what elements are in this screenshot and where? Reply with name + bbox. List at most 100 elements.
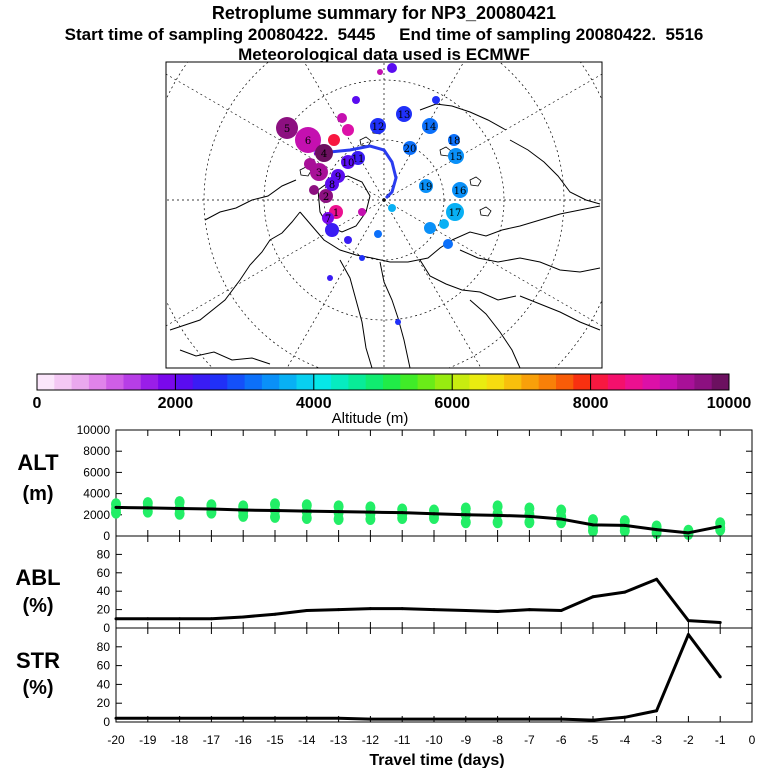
plume-point — [448, 148, 464, 164]
abl-data-point — [146, 617, 150, 621]
altitude-cluster-point — [174, 507, 185, 520]
subtitle-start: Start time of sampling 20080422. 5445 — [64, 25, 376, 44]
colorbar-swatch — [331, 374, 349, 390]
colorbar-swatch — [677, 374, 695, 390]
colorbar-swatch — [175, 374, 194, 390]
colorbar-swatch — [642, 374, 661, 390]
alt-data-point — [114, 505, 118, 509]
str-data-point — [464, 717, 468, 721]
colorbar-swatch — [573, 374, 592, 390]
colorbar-swatch — [469, 374, 488, 390]
colorbar-swatch — [659, 374, 678, 390]
altitude-cluster-point — [333, 513, 344, 526]
abl-panel-frame — [115, 535, 753, 629]
plume-point — [325, 177, 339, 191]
x-tick-label: -2 — [683, 733, 694, 747]
altitude-cluster-point — [492, 516, 503, 529]
plume-dot — [328, 134, 340, 146]
abl-data-point — [527, 608, 531, 612]
colorbar-swatch — [556, 374, 574, 390]
abl-panel-unit: (%) — [22, 595, 53, 617]
plume-dot — [387, 63, 397, 73]
y-tick-label: 80 — [97, 547, 111, 561]
abl-data-point — [209, 617, 213, 621]
str-data-point — [114, 716, 118, 720]
y-tick-label: 0 — [103, 715, 110, 729]
plume-point — [276, 117, 298, 139]
coastline — [479, 206, 492, 217]
plume-point-label: 10 — [342, 158, 355, 169]
altitude-cluster-point — [460, 516, 471, 529]
x-tick-label: -11 — [394, 733, 411, 747]
abl-data-point — [496, 609, 500, 613]
colorbar-swatch — [244, 374, 263, 390]
x-tick-label: -20 — [107, 733, 125, 747]
x-tick-label: -19 — [139, 733, 157, 747]
str-panel-label: STR — [16, 648, 60, 673]
coastline — [509, 139, 601, 205]
subtitle-end: End time of sampling 20080422. 5516 — [399, 25, 704, 44]
str-data-point — [400, 717, 404, 721]
colorbar-swatch — [261, 374, 280, 390]
alt-data-point — [718, 524, 722, 528]
plume-point-label: 2 — [323, 192, 329, 203]
x-tick-label: -3 — [651, 733, 662, 747]
x-tick-label: 0 — [749, 733, 756, 747]
str-data-point — [209, 716, 213, 720]
meridian-line — [383, 199, 602, 327]
y-tick-label: 10000 — [77, 423, 111, 437]
plume-dot — [377, 69, 383, 75]
y-tick-label: 0 — [103, 621, 110, 635]
str-data-point — [432, 717, 436, 721]
plume-point-label: 7 — [325, 214, 331, 225]
colorbar-swatch — [694, 374, 713, 390]
colorbar-swatch — [417, 374, 436, 390]
abl-data-point — [241, 615, 245, 619]
plume-point — [370, 118, 386, 134]
altitude-cluster-point — [588, 524, 598, 537]
altitude-cluster-point — [619, 524, 630, 537]
plume-point-label: 3 — [316, 168, 322, 179]
colorbar-tick-label: 4000 — [296, 395, 332, 412]
plume-point — [295, 127, 321, 153]
x-tick-label: -10 — [425, 733, 443, 747]
str-data-point — [273, 716, 277, 720]
str-data-point — [718, 675, 722, 679]
alt-data-point — [432, 512, 436, 516]
alt-data-point — [146, 506, 150, 510]
alt-data-point — [273, 509, 277, 513]
altitude-cluster-point — [238, 509, 249, 522]
str-data-point — [178, 716, 182, 720]
altitude-cluster-point — [270, 510, 280, 523]
alt-panel: 10000 8000 6000 4000 2000 0 ALT (m) — [17, 423, 753, 543]
y-tick-label: 2000 — [83, 508, 110, 522]
y-tick-label: 20 — [97, 696, 111, 710]
plume-point-label: 5 — [284, 124, 290, 135]
str-panel: 80 60 40 20 0 STR (%) — [16, 627, 753, 729]
colorbar-swatch — [452, 374, 470, 390]
abl-panel: 80 60 40 20 0 ABL (%) — [15, 535, 753, 635]
alt-data-point — [400, 511, 404, 515]
colorbar-swatch — [123, 374, 142, 390]
abl-data-point — [368, 607, 372, 611]
alt-data-point — [655, 528, 659, 532]
colorbar-swatch — [383, 374, 401, 390]
coastline — [519, 295, 601, 331]
y-tick-label: 40 — [97, 677, 111, 691]
colorbar-swatch — [37, 374, 55, 390]
colorbar-swatch — [210, 374, 228, 390]
plume-dot — [424, 222, 436, 234]
alt-data-point — [559, 517, 563, 521]
colorbar-swatch — [140, 374, 159, 390]
plume-point-label: 18 — [448, 136, 461, 147]
colorbar-swatch — [365, 374, 384, 390]
altitude-cluster-point — [397, 511, 408, 524]
meridian-line — [383, 199, 482, 368]
plume-dot — [374, 230, 382, 238]
str-data-point — [337, 716, 341, 720]
coastline — [299, 211, 453, 263]
colorbar-swatch — [296, 374, 315, 390]
colorbar-swatch — [71, 374, 90, 390]
plume-dot — [432, 96, 440, 104]
colorbar-swatch — [625, 374, 643, 390]
